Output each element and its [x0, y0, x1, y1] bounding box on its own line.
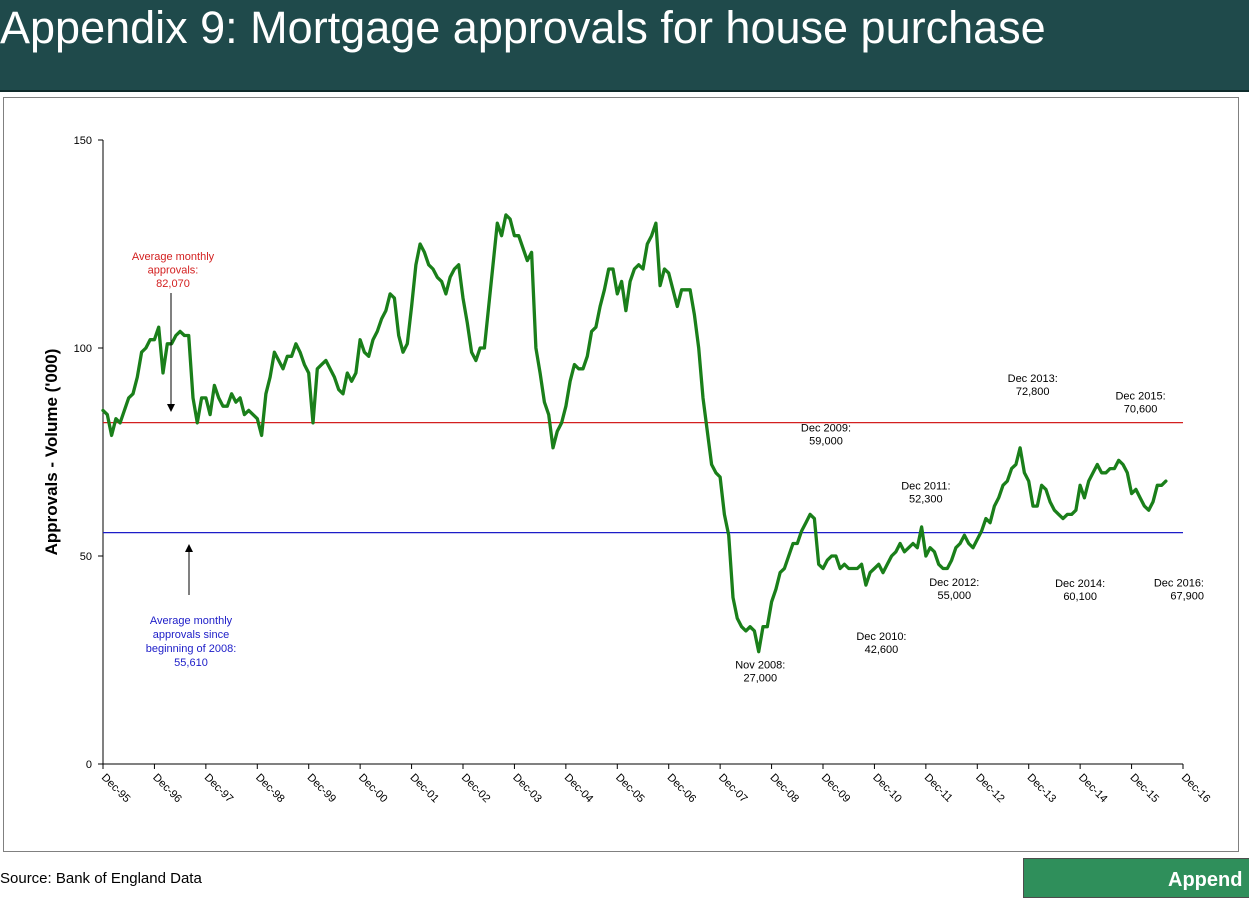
annotation-dec-10: Dec 2010:42,600 — [856, 631, 906, 656]
annotation-dec-15-line: 70,600 — [1124, 403, 1158, 415]
source-note: Source: Bank of England Data — [0, 870, 202, 887]
annotation-dec-16-line: 67,900 — [1170, 591, 1204, 603]
avg-since-2008-annotation-line: Average monthly — [150, 615, 233, 627]
annotation-dec-11-line: Dec 2011: — [901, 480, 950, 492]
annotation-dec-11: Dec 2011:52,300 — [901, 480, 950, 505]
annotation-dec-13-line: 72,800 — [1016, 386, 1050, 398]
x-tick-label: Dec-12 — [973, 772, 1007, 806]
annotation-dec-09-line: 59,000 — [809, 436, 843, 448]
annotation-dec-10-line: Dec 2010: — [856, 631, 906, 643]
x-tick-label: Dec-07 — [716, 772, 750, 806]
approvals-series-line — [101, 213, 1168, 654]
x-tick-label: Dec-96 — [150, 772, 184, 806]
avg-since-2008-annotation-line: 55,610 — [174, 657, 208, 669]
avg-overall-annotation: Average monthly approvals:82,070 — [132, 251, 215, 290]
annotation-dec-14-line: 60,100 — [1063, 591, 1097, 603]
annotation-dec-11-line: 52,300 — [909, 493, 943, 505]
annotation-dec-12-line: 55,000 — [937, 590, 971, 602]
avg-overall-annotation-line: 82,070 — [156, 278, 190, 290]
x-tick-label: Dec-06 — [665, 772, 699, 806]
annotation-dec-16-line: Dec 2016: — [1154, 578, 1204, 590]
x-tick-label: Dec-95 — [99, 772, 133, 806]
x-tick-label: Dec-15 — [1127, 772, 1161, 806]
annotation-dec-10-line: 42,600 — [865, 644, 899, 656]
x-tick-label: Dec-04 — [562, 772, 596, 806]
annotation-dec-13: Dec 2013:72,800 — [1008, 373, 1058, 398]
x-tick-label: Dec-11 — [922, 772, 955, 805]
annotation-dec-09-line: Dec 2009: — [801, 423, 851, 435]
x-tick-label: Dec-98 — [253, 772, 287, 806]
x-tick-label: Dec-01 — [407, 772, 441, 806]
annotation-dec-13-line: Dec 2013: — [1008, 373, 1058, 385]
y-tick-label: 150 — [74, 135, 92, 147]
annotation-dec-09: Dec 2009:59,000 — [801, 423, 851, 448]
y-tick-label: 50 — [80, 551, 92, 563]
y-axis-title: Approvals - Volume ('000) — [42, 349, 61, 556]
avg-since-2008-annotation-line: beginning of 2008: — [146, 643, 237, 655]
avg-since-2008-annotation-line: approvals since — [153, 629, 229, 641]
mortgage-approvals-chart: 0 50 100 150 Approvals - Volume ('000) Dec-95… — [42, 135, 1213, 806]
annotation-nov-08-line: 27,000 — [743, 673, 777, 685]
x-tick-label: Dec-14 — [1076, 772, 1110, 806]
avg-overall-annotation-line: approvals: — [148, 265, 199, 277]
annotation-dec-14-line: Dec 2014: — [1055, 578, 1105, 590]
next-appendix-button[interactable]: Append — [1023, 858, 1249, 898]
x-tick-label: Dec-16 — [1179, 772, 1213, 806]
x-tick-label: Dec-08 — [767, 772, 801, 806]
x-tick-label: Dec-05 — [613, 772, 647, 806]
x-tick-label: Dec-03 — [510, 772, 544, 806]
chart-frame: 0 50 100 150 Approvals - Volume ('000) Dec-95… — [3, 97, 1239, 852]
annotation-nov-08: Nov 2008:27,000 — [735, 660, 785, 685]
x-tick-label: Dec-00 — [356, 772, 390, 806]
x-tick-label: Dec-13 — [1025, 772, 1059, 806]
title-bar: Appendix 9: Mortgage approvals for house… — [0, 0, 1249, 92]
avg-since-2008-annotation: Average monthly approvals since beginning … — [146, 615, 237, 669]
avg-overall-annotation-line: Average monthly — [132, 251, 215, 263]
x-tick-label: Dec-97 — [202, 772, 236, 806]
annotation-dec-15-line: Dec 2015: — [1115, 390, 1165, 402]
x-tick-label: Dec-09 — [819, 772, 853, 806]
y-tick-label: 0 — [86, 759, 92, 771]
page-title: Appendix 9: Mortgage approvals for house… — [0, 2, 1046, 53]
x-tick-label: Dec-02 — [459, 772, 493, 806]
x-tick-label: Dec-99 — [305, 772, 339, 806]
annotation-nov-08-line: Nov 2008: — [735, 660, 785, 672]
annotation-dec-14: Dec 2014:60,100 — [1055, 578, 1105, 603]
x-tick-label: Dec-10 — [870, 772, 904, 806]
annotation-dec-16: Dec 2016:67,900 — [1154, 578, 1204, 603]
y-tick-label: 100 — [74, 343, 92, 355]
annotation-dec-15: Dec 2015:70,600 — [1115, 390, 1165, 415]
annotation-dec-12-line: Dec 2012: — [929, 577, 979, 589]
annotation-dec-12: Dec 2012:55,000 — [929, 577, 979, 602]
